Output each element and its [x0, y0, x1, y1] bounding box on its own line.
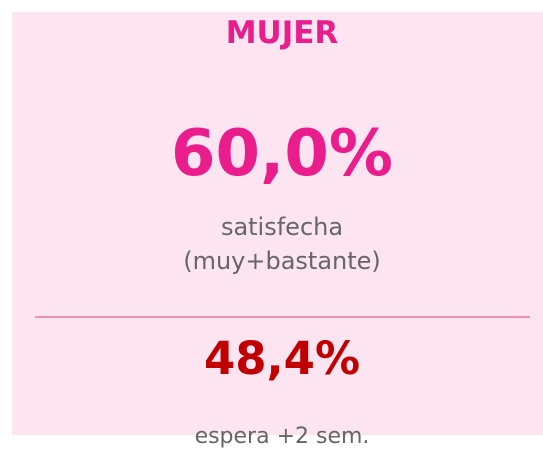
secondary-value: 48,4%: [203, 332, 361, 385]
primary-label: satisfecha: [220, 213, 344, 241]
card-title: MUJER: [225, 15, 339, 51]
primary-label: (muy+bastante): [183, 247, 381, 275]
card: [12, 12, 543, 435]
primary-value: 60,0%: [170, 117, 394, 191]
secondary-label: espera +2 sem.: [194, 424, 370, 449]
divider: [35, 316, 530, 318]
